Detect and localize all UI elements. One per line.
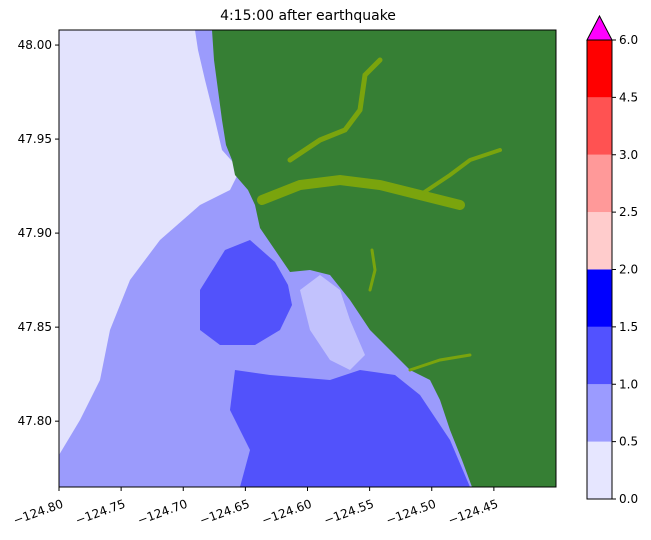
- colorbar-tick-label: 0.5: [619, 435, 638, 449]
- x-tick-label: −124.70: [136, 497, 190, 528]
- river-north: [287, 57, 383, 163]
- colorbar-tick-label: 6.0: [619, 33, 638, 47]
- x-tick-label: −124.50: [384, 497, 438, 528]
- colorbar-extend-triangle: [586, 14, 613, 41]
- colorbar-segment: [587, 269, 612, 327]
- pale-lobe: [300, 275, 365, 370]
- colorbar-segment: [587, 40, 612, 98]
- colorbar-tick-label: 1.0: [619, 377, 638, 391]
- colorbar-segment: [587, 441, 612, 499]
- colorbar-segment: [587, 326, 612, 385]
- x-axis: −124.80 −124.75 −124.70 −124.65 −124.60 −124.…: [11, 487, 500, 528]
- x-tick-label: −124.75: [73, 497, 127, 528]
- colorbar-tick-label: 1.5: [619, 320, 638, 334]
- river-east: [418, 148, 502, 197]
- river-main: [257, 174, 465, 210]
- map-area: [59, 30, 556, 487]
- y-tick-label: 47.85: [18, 320, 52, 334]
- colorbar-tick-label: 2.5: [619, 205, 638, 219]
- y-tick-label: 48.00: [18, 38, 52, 52]
- x-tick-label: −124.45: [446, 497, 500, 528]
- river-se: [408, 353, 472, 372]
- river-south: [368, 248, 377, 292]
- colorbar: 0.0 0.5 1.0 1.5 2.0 2.5 3.0 4.5 6.0: [586, 14, 638, 506]
- x-tick-label: −124.60: [260, 497, 314, 528]
- x-tick-label: −124.65: [198, 497, 252, 528]
- figure-title: 4:15:00 after earthquake: [220, 8, 396, 24]
- x-tick-label: −124.55: [322, 497, 376, 528]
- colorbar-segment: [587, 154, 612, 213]
- colorbar-segment: [587, 212, 612, 270]
- y-tick-label: 47.80: [18, 414, 52, 428]
- inundation-band-level2: [200, 240, 292, 345]
- land: [212, 30, 556, 487]
- y-axis: 48.00 47.95 47.90 47.85 47.80: [18, 38, 59, 428]
- colorbar-segment: [587, 384, 612, 442]
- inundation-band-level2-south: [230, 370, 470, 487]
- y-tick-label: 47.90: [18, 226, 52, 240]
- x-tick-label: −124.80: [11, 497, 65, 528]
- colorbar-segment: [587, 97, 612, 155]
- colorbar-tick-label: 4.5: [619, 90, 638, 104]
- colorbar-tick-label: 2.0: [619, 263, 638, 277]
- colorbar-tick-label: 0.0: [619, 492, 638, 506]
- y-tick-label: 47.95: [18, 132, 52, 146]
- colorbar-tick-label: 3.0: [619, 148, 638, 162]
